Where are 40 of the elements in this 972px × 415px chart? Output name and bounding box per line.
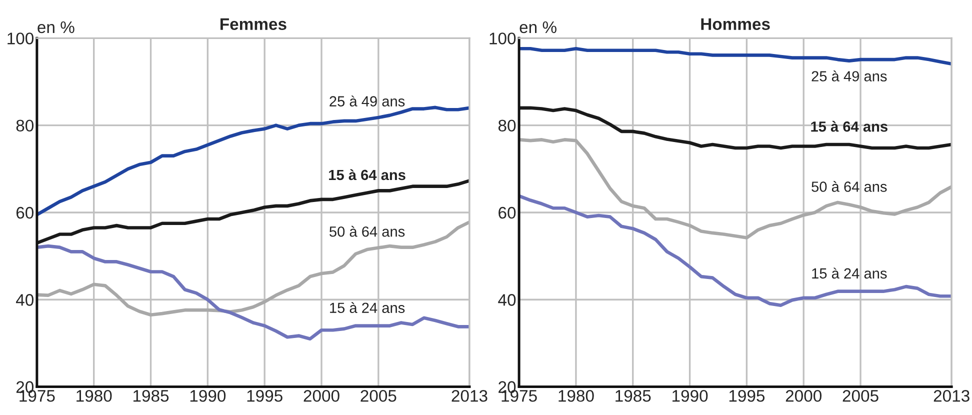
x-tick-label: 1990 [672, 390, 708, 402]
series-label: 15 à 64 ans [811, 120, 888, 132]
y-tick-label: 40 [16, 294, 34, 306]
series-label: 15 à 24 ans [330, 302, 405, 314]
line-series [519, 138, 952, 240]
line-series [36, 244, 470, 341]
y-tick-label: 100 [8, 32, 34, 44]
series-label: 15 à 24 ans [812, 268, 887, 279]
x-tick-label: 2000 [786, 390, 822, 402]
chart-title: Hommes [701, 18, 770, 30]
line-series [36, 220, 470, 317]
y-tick-label: 100 [490, 32, 516, 44]
chart-title: Femmes [220, 18, 286, 30]
series-label: 25 à 49 ans [812, 70, 887, 82]
x-tick-label: 1995 [729, 390, 765, 402]
x-tick-label: 2000 [304, 390, 340, 402]
x-tick-label: 1980 [558, 390, 594, 402]
series-label: 25 à 49 ans [330, 96, 405, 106]
x-tick-label: 1980 [76, 390, 112, 402]
y-tick-label: 80 [16, 120, 34, 132]
series-label: 50 à 64 ans [812, 181, 887, 192]
series-label: 15 à 64 ans [329, 169, 406, 180]
series-label: 50 à 64 ans [330, 226, 405, 237]
x-tick-label: 2013 [934, 390, 970, 402]
x-tick-label: 2005 [360, 390, 396, 402]
y-axis-title: en % [520, 21, 556, 34]
x-tick-label: 2005 [842, 390, 878, 402]
line-series [519, 46, 952, 66]
y-axis-title: en % [38, 21, 74, 34]
y-tick-label: 60 [16, 206, 34, 219]
x-tick-label: 1990 [190, 390, 226, 402]
y-tick-label: 60 [498, 206, 516, 219]
x-tick-label: 1985 [616, 390, 651, 402]
x-tick-label: 1985 [133, 390, 169, 402]
y-tick-label: 80 [498, 120, 516, 132]
line-series [36, 106, 470, 216]
y-tick-label: 40 [498, 294, 516, 306]
x-tick-label: 1995 [247, 390, 282, 402]
x-tick-label: 2013 [452, 390, 488, 402]
line-series [519, 194, 952, 307]
